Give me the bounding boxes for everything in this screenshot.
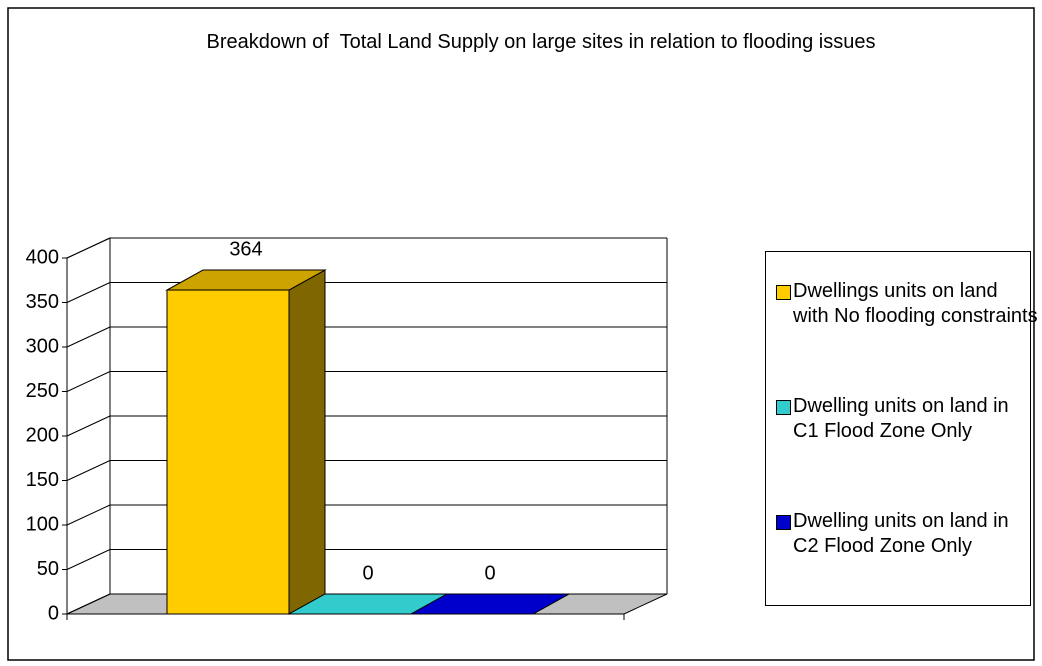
legend-label: Dwellings units on land with No flooding…	[793, 280, 1038, 327]
y-tick-label: 200	[26, 424, 59, 446]
bar-top	[165, 269, 327, 291]
y-tick-label: 400	[26, 246, 59, 268]
y-tick-label: 50	[37, 558, 59, 580]
chart-title: Breakdown of Total Land Supply on large …	[206, 31, 876, 53]
grid-line	[66, 237, 111, 259]
bar-top	[409, 593, 571, 615]
y-tick-label: 300	[26, 335, 59, 357]
legend: Dwellings units on land with No flooding…	[765, 251, 1038, 606]
grid-line	[66, 282, 111, 303]
grid-line	[66, 504, 111, 526]
legend-swatch	[776, 515, 791, 530]
value-label: 0	[362, 562, 373, 584]
y-tick-label: 250	[26, 380, 59, 402]
y-tick-label: 350	[26, 291, 59, 313]
grid-line	[66, 549, 111, 570]
y-tick-label: 100	[26, 513, 59, 535]
grid-line	[66, 415, 111, 437]
grid-line	[66, 326, 111, 348]
y-tick-label: 150	[26, 469, 59, 491]
grid-line	[66, 593, 111, 615]
y-tick-label: 0	[48, 602, 59, 624]
grid-line	[66, 371, 111, 392]
legend-swatch	[776, 285, 791, 300]
grid-line	[66, 460, 111, 481]
bar	[166, 289, 290, 615]
legend-label: Dwelling units on land in C2 Flood Zone …	[793, 510, 1009, 557]
bar-side	[288, 269, 326, 615]
legend-label: Dwelling units on land in C1 Flood Zone …	[793, 395, 1009, 442]
legend-swatch	[776, 400, 791, 415]
value-label: 0	[484, 562, 495, 584]
chart-frame	[7, 7, 1035, 661]
value-label: 364	[229, 238, 262, 260]
